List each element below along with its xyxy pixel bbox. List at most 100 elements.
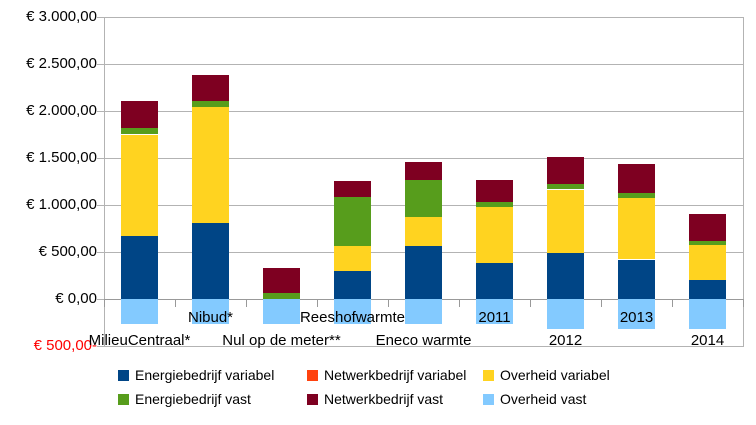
legend-swatch-overheid-variabel (483, 369, 494, 381)
x-axis-label-reeshofwarmte: Reeshofwarmte (299, 309, 406, 326)
bar-segment-milieucentraal-overheid-vast (121, 299, 158, 324)
bar-segment-2012-netwerkbedrijf-vast (547, 156, 584, 185)
bar-segment-2012-energiebedrijf-vast (547, 184, 584, 190)
bar-segment-2012-energiebedrijf-variabel (547, 252, 584, 299)
bar-segment-nibud-energiebedrijf-vast (192, 101, 229, 107)
bar-segment-2013-overheid-variabel (618, 198, 655, 260)
legend-swatch-overheid-vast (483, 393, 494, 405)
bar-segment-milieucentraal-netwerkbedrijf-vast (121, 101, 158, 129)
x-axis-tick (317, 299, 318, 307)
legend-item-energiebedrijf-variabel: Energiebedrijf variabel (118, 368, 274, 382)
x-axis-tick (601, 299, 602, 307)
x-axis-label-2014: 2014 (690, 332, 725, 349)
bar-segment-2013-energiebedrijf-variabel (618, 259, 655, 299)
bar-segment-2014-energiebedrijf-variabel (689, 280, 726, 299)
bar-segment-eneco-warmte-netwerkbedrijf-vast (405, 162, 442, 181)
y-axis-label: € 2.000,00 (26, 102, 97, 119)
legend-label-netwerkbedrijf-vast: Netwerkbedrijf vast (324, 391, 444, 407)
legend-swatch-netwerkbedrijf-vast (307, 393, 318, 405)
legend-item-netwerkbedrijf-variabel: Netwerkbedrijf variabel (307, 368, 466, 382)
gridline (104, 346, 743, 347)
x-axis-label-nibud: Nibud* (187, 309, 234, 326)
y-axis-tick (97, 346, 104, 347)
legend-swatch-energiebedrijf-variabel (118, 369, 129, 381)
bar-segment-nul-op-de-meter-netwerkbedrijf-vast (263, 268, 300, 294)
legend-item-netwerkbedrijf-vast: Netwerkbedrijf vast (307, 392, 443, 406)
y-axis-label: € 2.500,00 (26, 55, 97, 72)
y-axis-tick (97, 111, 104, 112)
x-axis-label-eneco-warmte: Eneco warmte (375, 332, 472, 349)
y-axis-label: € 0,00 (55, 290, 97, 307)
y-axis-line (104, 17, 105, 346)
gridline (104, 111, 743, 112)
bar-segment-nibud-energiebedrijf-variabel (192, 222, 229, 299)
x-axis-label-nul-op-de-meter: Nul op de meter** (222, 332, 341, 349)
bar-segment-2013-energiebedrijf-vast (618, 193, 655, 199)
y-axis-label: € 1.000,00 (26, 196, 97, 213)
bar-segment-2012-overheid-variabel (547, 189, 584, 253)
gridline (104, 64, 743, 65)
gridline (104, 17, 743, 18)
x-axis-label-milieucentraal: MilieuCentraal* (88, 332, 191, 349)
bar-segment-2014-overheid-variabel (689, 244, 726, 281)
bar-segment-reeshofwarmte-netwerkbedrijf-vast (334, 181, 371, 197)
bar-segment-nibud-overheid-vast (192, 299, 229, 324)
y-axis-tick (97, 64, 104, 65)
x-axis-tick (175, 299, 176, 307)
bar-segment-2011-energiebedrijf-variabel (476, 262, 513, 299)
x-axis-tick (459, 299, 460, 307)
bar-segment-nul-op-de-meter-overheid-vast (263, 299, 300, 324)
legend-item-overheid-variabel: Overheid variabel (483, 368, 610, 382)
bar-segment-eneco-warmte-overheid-variabel (405, 216, 442, 246)
bar-segment-2013-netwerkbedrijf-vast (618, 164, 655, 194)
x-axis-label-2011: 2011 (478, 309, 511, 326)
bar-segment-2014-overheid-vast (689, 299, 726, 330)
y-axis-tick (97, 205, 104, 206)
bar-segment-eneco-warmte-energiebedrijf-vast (405, 180, 442, 217)
y-axis-tick (97, 252, 104, 253)
bar-segment-reeshofwarmte-overheid-variabel (334, 246, 371, 271)
y-axis-tick (97, 299, 104, 300)
bar-segment-2014-energiebedrijf-vast (689, 240, 726, 245)
legend-label-overheid-variabel: Overheid variabel (500, 367, 610, 383)
x-axis-label-2012: 2012 (548, 332, 583, 349)
bar-segment-eneco-warmte-energiebedrijf-variabel (405, 245, 442, 299)
x-axis-tick (388, 299, 389, 307)
y-axis-label: € 1.500,00 (26, 149, 97, 166)
y-axis-label: € 3.000,00 (26, 8, 97, 25)
y-axis-tick (97, 158, 104, 159)
bar-segment-eneco-warmte-overheid-vast (405, 299, 442, 324)
bar-segment-2012-overheid-vast (547, 299, 584, 330)
legend-label-energiebedrijf-vast: Energiebedrijf vast (135, 391, 251, 407)
bar-segment-nibud-netwerkbedrijf-vast (192, 75, 229, 102)
bar-segment-reeshofwarmte-energiebedrijf-vast (334, 196, 371, 247)
x-axis-tick (530, 299, 531, 307)
bar-segment-2011-energiebedrijf-vast (476, 201, 513, 208)
x-axis-tick (743, 299, 744, 307)
legend-item-energiebedrijf-vast: Energiebedrijf vast (118, 392, 251, 406)
bar-segment-reeshofwarmte-energiebedrijf-variabel (334, 270, 371, 299)
bar-segment-2011-overheid-variabel (476, 207, 513, 263)
x-axis-tick (246, 299, 247, 307)
bar-segment-milieucentraal-energiebedrijf-vast (121, 128, 158, 135)
legend-label-netwerkbedrijf-variabel: Netwerkbedrijf variabel (324, 367, 467, 383)
bar-segment-2011-netwerkbedrijf-vast (476, 180, 513, 202)
y-axis-label: € 500,00- (33, 337, 97, 354)
bar-segment-milieucentraal-overheid-variabel (121, 134, 158, 236)
bar-segment-nul-op-de-meter-energiebedrijf-vast (263, 293, 300, 299)
legend-label-energiebedrijf-variabel: Energiebedrijf variabel (135, 367, 275, 383)
gridline (104, 158, 743, 159)
y-axis-label: € 500,00 (38, 243, 97, 260)
legend-swatch-energiebedrijf-vast (118, 393, 129, 405)
y-axis-tick (97, 17, 104, 18)
bar-segment-milieucentraal-energiebedrijf-variabel (121, 236, 158, 299)
legend-label-overheid-vast: Overheid vast (500, 391, 587, 407)
bar-segment-nibud-overheid-variabel (192, 106, 229, 223)
bar-segment-reeshofwarmte-overheid-vast (334, 299, 371, 324)
legend-item-overheid-vast: Overheid vast (483, 392, 586, 406)
bar-segment-2011-overheid-vast (476, 299, 513, 324)
x-axis-tick (104, 299, 105, 307)
plot-right-border (743, 17, 744, 347)
x-axis-label-2013: 2013 (619, 309, 654, 326)
